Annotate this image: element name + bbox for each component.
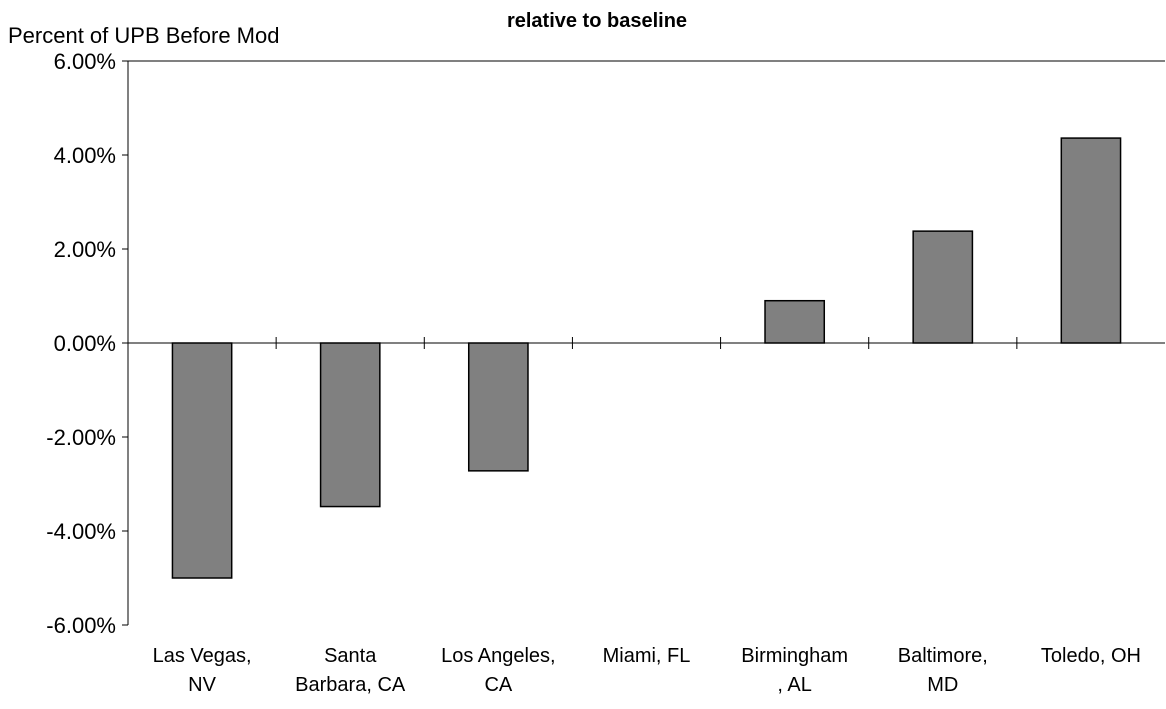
x-tick-label: Los Angeles, CA [441, 645, 556, 696]
bar [319, 342, 381, 508]
chart-title: relative to baseline [507, 10, 687, 32]
y-tick-label: -6.00% [46, 613, 116, 638]
x-tick-label: Las Vegas, NV [153, 645, 252, 696]
zero-axis [128, 337, 1165, 349]
bar [912, 230, 974, 344]
y-axis-label: Percent of UPB Before Mod [8, 23, 279, 48]
x-tick-label-line: Las Vegas, [153, 645, 252, 667]
x-tick-label-line: Santa [324, 645, 377, 667]
x-tick-label-line: , AL [777, 674, 811, 696]
y-tick-label: 0.00% [54, 331, 116, 356]
y-tick-label: 6.00% [54, 49, 116, 74]
x-tick-label-line: Los Angeles, [441, 645, 556, 667]
x-tick-label: Baltimore, MD [898, 645, 988, 696]
x-tick-label-line: Barbara, CA [295, 674, 406, 696]
bar [1060, 137, 1122, 344]
y-axis: 6.00% 4.00% 2.00% 0.00% -2.00% -4.00% -6.00% [46, 49, 128, 638]
x-tick-label-line: CA [484, 674, 512, 696]
x-tick-label: Santa Barbara, CA [295, 645, 406, 696]
x-tick-label-line: Miami, FL [603, 645, 691, 667]
bar [467, 342, 529, 472]
bar [171, 342, 233, 579]
y-tick-label: 4.00% [54, 143, 116, 168]
bars [171, 137, 1122, 579]
y-tick-label: -2.00% [46, 425, 116, 450]
x-tick-label-line: NV [188, 674, 216, 696]
x-tick-label: Miami, FL [603, 645, 691, 667]
y-tick-label: -4.00% [46, 519, 116, 544]
y-tick-label: 2.00% [54, 237, 116, 262]
x-tick-label: Toledo, OH [1041, 645, 1141, 667]
bar [764, 299, 826, 344]
x-tick-label-line: Baltimore, [898, 645, 988, 667]
x-tick-label-line: Toledo, OH [1041, 645, 1141, 667]
x-tick-label: Birmingham , AL [741, 645, 848, 696]
x-axis: Las Vegas, NV Santa Barbara, CA Los Angeles,… [153, 645, 1141, 696]
x-tick-label-line: MD [927, 674, 958, 696]
x-tick-label-line: Birmingham [741, 645, 848, 667]
